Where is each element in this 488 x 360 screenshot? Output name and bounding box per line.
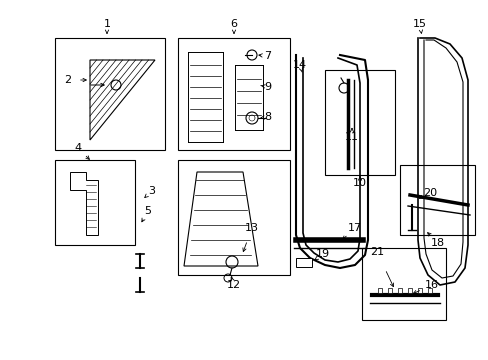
Text: 13: 13 xyxy=(244,223,259,233)
Bar xyxy=(325,70,394,175)
Bar xyxy=(377,288,381,293)
Bar xyxy=(178,38,289,150)
Bar xyxy=(399,165,474,235)
Bar xyxy=(55,38,164,150)
Bar xyxy=(55,160,135,245)
Text: 2: 2 xyxy=(64,75,71,85)
Text: 11: 11 xyxy=(345,132,358,142)
Bar xyxy=(417,288,421,293)
Text: 9: 9 xyxy=(264,82,271,92)
Text: 5: 5 xyxy=(144,206,151,216)
Text: 6: 6 xyxy=(230,19,237,29)
Text: 21: 21 xyxy=(369,247,383,257)
Text: 8: 8 xyxy=(264,112,271,122)
Bar xyxy=(397,288,401,293)
Text: 1: 1 xyxy=(103,19,110,29)
Text: 12: 12 xyxy=(226,280,241,290)
Text: 15: 15 xyxy=(412,19,426,29)
Text: 18: 18 xyxy=(430,238,444,248)
Text: 20: 20 xyxy=(422,188,436,198)
Text: 19: 19 xyxy=(315,249,329,259)
Bar xyxy=(387,288,391,293)
Text: 4: 4 xyxy=(74,143,81,153)
Text: 14: 14 xyxy=(292,60,306,70)
Text: 17: 17 xyxy=(347,223,361,233)
Bar xyxy=(295,258,311,267)
Text: 3: 3 xyxy=(148,186,155,196)
Text: 10: 10 xyxy=(352,178,366,188)
Text: 7: 7 xyxy=(264,51,271,61)
Bar xyxy=(427,288,431,293)
Text: 16: 16 xyxy=(424,280,438,290)
Bar xyxy=(178,160,289,275)
Bar xyxy=(407,288,411,293)
Bar xyxy=(361,248,445,320)
